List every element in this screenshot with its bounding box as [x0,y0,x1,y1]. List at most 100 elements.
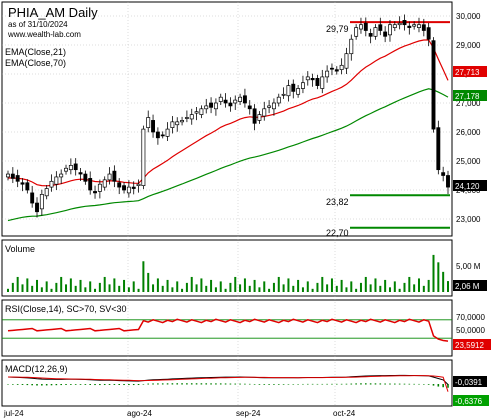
macd-histogram-bar [7,384,9,385]
macd-histogram-bar [345,383,348,385]
candle-body [426,27,431,40]
volume-bar [152,284,155,292]
candle-body [218,96,223,102]
volume-bar [137,288,140,292]
macd-histogram-bar [398,383,401,385]
macd-histogram-bar [427,384,430,385]
volume-bar [287,278,290,292]
volume-bar [11,282,14,292]
volume-bar [26,278,29,292]
candle-body [325,70,330,78]
candle-body [49,180,54,188]
volume-bar [89,281,92,292]
last-price-value: 24,120 [455,182,480,191]
candle-body [271,102,276,110]
candle-body [286,85,291,97]
volume-bar [306,281,309,292]
candle-body [262,108,267,117]
macd-histogram-bar [36,384,38,386]
candle-body [436,127,441,171]
candle-body [300,82,305,89]
volume-bar [432,254,435,292]
volume-bar [16,276,19,292]
candle-body [276,96,281,104]
volume-bar [417,278,420,292]
volume-bar [379,285,382,292]
candle-body [349,38,354,55]
candle-body [175,121,180,126]
macd-histogram-bar [326,383,328,385]
volume-bar [297,279,300,292]
macd-histogram-bar [239,383,241,385]
volume-bar [277,276,280,292]
macd-histogram-bar [94,384,96,386]
candle-body [407,25,412,28]
candle-body [184,117,189,119]
volume-bar [214,287,217,292]
macd-histogram-bar [16,384,19,385]
volume-bar [74,285,77,292]
rsi-last-box [453,339,491,350]
macd-title: MACD(12,26,9) [5,364,68,374]
signal-last-value: -0,6376 [455,397,483,406]
volume-bar [98,282,101,292]
macd-histogram-bar [248,383,251,385]
macd-histogram-bar [113,384,116,385]
candle-body [281,93,286,96]
candle-body [35,202,39,213]
macd-histogram-bar [219,383,222,385]
volume-bar [272,282,275,292]
volume-bar [219,281,222,292]
candle-body [257,114,262,121]
volume-bar [326,284,329,292]
macd-histogram-bar [432,384,435,386]
last-price-box [453,180,487,191]
volume-last-box [453,280,487,291]
price-tick: 25,000 [456,157,481,166]
rsi-tick: 70,0000 [456,313,485,322]
rsi-last-value: 23,5912 [455,341,484,350]
macd-histogram-bar [258,384,261,385]
price-tick: 30,000 [456,12,481,21]
volume-bar [127,287,130,292]
volume-bar [239,284,242,292]
signal-last-box [453,395,489,406]
macd-histogram-bar [297,384,299,385]
macd-histogram-bar [244,383,246,385]
macd-histogram-bar [12,384,14,385]
volume-bar [393,281,396,292]
macd-histogram-bar [31,384,33,386]
candle-body [305,76,310,81]
macd-histogram-bar [365,383,367,385]
volume-bar [292,285,295,292]
volume-bar [374,278,377,292]
candle-body [233,99,238,104]
macd-histogram-bar [21,384,24,385]
candle-body [78,172,83,175]
volume-bar [263,281,266,292]
ema-lines [7,39,449,222]
candle-body [126,186,131,194]
candle-body [160,134,165,137]
volume-bar [335,285,338,292]
volume-bar [166,279,169,292]
ema70-value: 27,178 [455,92,480,101]
candle-body [97,183,102,192]
macd-histogram-bar [108,384,111,385]
candle-body [441,172,446,176]
volume-bar [156,278,159,292]
macd-pane [1,359,453,407]
candle-body [373,27,378,37]
macd-histogram-bar [306,383,309,385]
rsi-title: RSI(Close,14), SC>70, SV<30 [5,304,127,314]
volume-bar [316,282,319,292]
macd-histogram-bar [181,383,183,385]
candle-body [339,64,344,71]
rsi-tick: 50,0000 [456,326,485,335]
volume-title: Volume [5,244,35,254]
macd-histogram-bar [200,383,203,385]
price-tick: 27,000 [456,99,481,108]
volume-bar [427,279,430,292]
volume-bar [311,288,314,292]
price-tick: 26,000 [456,128,481,137]
